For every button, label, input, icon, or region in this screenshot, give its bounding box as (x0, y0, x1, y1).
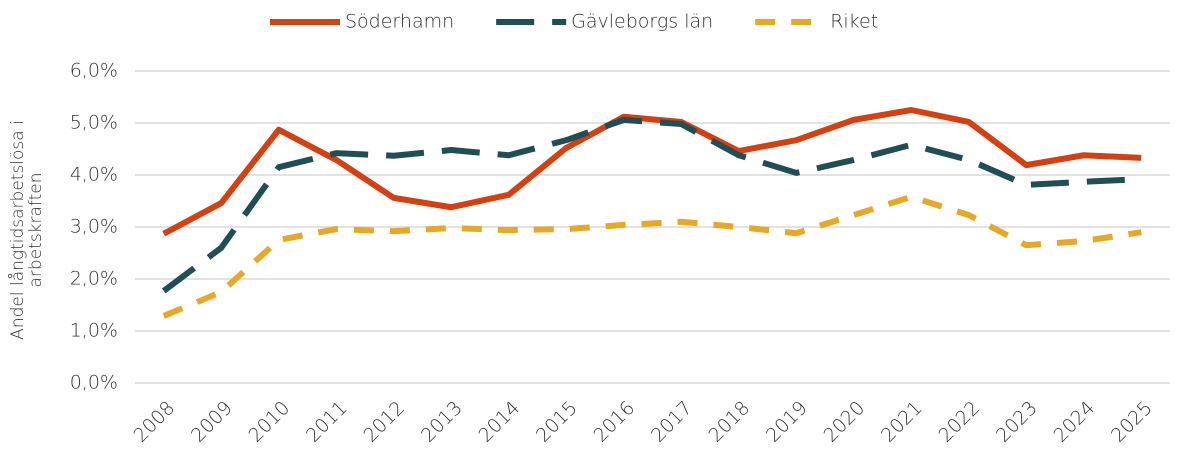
line-series (162, 193, 1142, 319)
line-series (162, 107, 1142, 237)
y-tick-label: 1,0% (70, 320, 118, 342)
x-tick-label: 2013 (417, 397, 467, 447)
y-axis-label: Andel långtidsarbetslösa i (7, 120, 28, 340)
x-tick-label: 2023 (992, 397, 1042, 447)
x-tick-label: 2019 (762, 397, 812, 447)
y-tick-label: 3,0% (70, 216, 118, 238)
y-tick-label: 5,0% (70, 112, 118, 134)
x-tick-label: 2009 (187, 397, 237, 447)
x-tick-label: 2014 (474, 397, 524, 447)
x-tick-label: 2022 (934, 397, 984, 447)
legend-label: Riket (830, 11, 878, 33)
legend: Söderhamn Gävleborgs län Riket (270, 11, 878, 33)
x-tick-label: 2017 (647, 397, 697, 447)
x-tick-label: 2021 (877, 397, 927, 447)
x-tick-label: 2011 (302, 397, 352, 447)
y-axis-label: arbetskraften (26, 172, 46, 287)
x-tick-label: 2020 (819, 397, 869, 447)
x-tick-label: 2012 (359, 397, 409, 447)
x-tick-label: 2018 (704, 397, 754, 447)
legend-label: Söderhamn (345, 11, 454, 33)
y-tick-label: 4,0% (70, 164, 118, 186)
x-tick-label: 2024 (1049, 397, 1099, 447)
x-tick-label: 2025 (1107, 397, 1157, 447)
x-tick-label: 2015 (532, 397, 582, 447)
x-tick-label: 2008 (129, 397, 179, 447)
y-tick-label: 2,0% (70, 268, 118, 290)
x-tick-label: 2016 (589, 397, 639, 447)
x-tick-label: 2010 (244, 397, 294, 447)
legend-label: Gävleborgs län (571, 11, 713, 33)
y-tick-label: 6,0% (70, 60, 118, 82)
y-tick-label: 0,0% (70, 372, 118, 394)
